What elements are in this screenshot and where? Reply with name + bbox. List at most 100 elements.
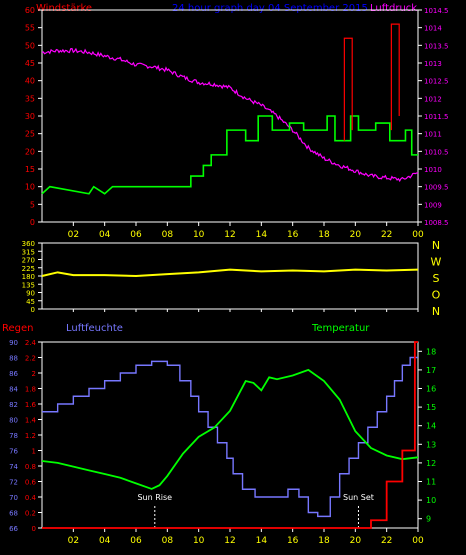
wind-axis-label: 50: [25, 41, 35, 50]
x-tick-label: 12: [224, 536, 235, 546]
pressure-axis-label: 1010.5: [424, 148, 449, 156]
x-tick-label: 04: [99, 536, 111, 546]
temperature-axis-label: 10: [426, 496, 436, 505]
compass-label: N: [432, 239, 440, 252]
humidity-axis-label: 66: [9, 525, 18, 533]
rain-axis-label: 1: [32, 448, 36, 456]
pressure-axis-label: 1013.5: [424, 42, 449, 50]
humidity-line: [42, 356, 418, 518]
humidity-axis-label: 82: [9, 401, 18, 409]
header-right-label: Luftdruck: [370, 3, 417, 14]
wind-axis-label: 5: [30, 200, 35, 209]
wind-axis-label: 40: [25, 77, 35, 86]
rain-axis-label: 1.8: [25, 386, 36, 394]
x-tick-label: 06: [130, 536, 142, 546]
x-tick-label: 14: [256, 230, 268, 240]
direction-axis-label: 45: [26, 298, 35, 306]
temperature-axis-label: 11: [426, 478, 436, 487]
humidity-axis-label: 90: [9, 339, 18, 347]
temperature-label: Temperatur: [311, 323, 370, 334]
humidity-axis-label: 70: [9, 494, 18, 502]
wind-axis-label: 60: [25, 6, 35, 15]
rain-axis-label: 1.4: [25, 417, 37, 425]
chart-title: 24 hour graph day 04 September 2015: [172, 3, 368, 14]
compass-label: W: [431, 256, 442, 269]
wind-axis-label: 15: [25, 165, 35, 174]
rain-axis-label: 1.6: [25, 401, 37, 409]
humidity-axis-label: 84: [9, 386, 18, 394]
pressure-axis-label: 1014.5: [424, 7, 449, 15]
temperature-axis-label: 15: [426, 403, 436, 412]
pressure-axis-label: 1011: [424, 131, 442, 139]
wind-axis-label: 20: [25, 147, 35, 156]
x-tick-label: 22: [381, 230, 392, 240]
compass-label: N: [432, 305, 440, 318]
humidity-axis-label: 86: [9, 370, 18, 378]
temperature-axis-label: 18: [426, 347, 436, 356]
wind-axis-label: 35: [25, 94, 35, 103]
rain-label: Regen: [2, 323, 34, 334]
humidity-axis-label: 76: [9, 448, 18, 456]
pressure-axis-label: 1010: [424, 166, 442, 174]
direction-axis-label: 90: [26, 290, 35, 298]
rain-axis-label: 0.4: [25, 494, 37, 502]
x-tick-label: 08: [162, 536, 174, 546]
humidity-axis-label: 80: [9, 417, 18, 425]
x-tick-label: 04: [99, 230, 111, 240]
wind-line: [41, 115, 418, 195]
temperature-line: [41, 368, 419, 490]
rain-line: [42, 341, 418, 529]
temperature-axis-label: 9: [426, 515, 431, 524]
sunrise-label: Sun Rise: [137, 493, 172, 502]
humidity-axis-label: 78: [9, 432, 18, 440]
x-tick-label: 16: [287, 536, 299, 546]
temperature-axis-label: 14: [426, 422, 436, 431]
rain-axis-label: 0.6: [25, 479, 37, 487]
x-tick-label: 10: [193, 230, 205, 240]
wind-axis-label: 30: [25, 112, 35, 121]
rain-axis-label: 2: [32, 370, 36, 378]
direction-axis-label: 0: [31, 306, 35, 314]
wind-axis-label: 45: [25, 59, 35, 68]
rain-axis-label: 1.2: [25, 432, 36, 440]
x-tick-label: 20: [350, 536, 362, 546]
x-tick-label: 06: [130, 230, 142, 240]
temperature-axis-label: 12: [426, 459, 436, 468]
pressure-axis-label: 1012.5: [424, 78, 449, 86]
temperature-axis-label: 17: [426, 366, 436, 375]
compass-label: S: [433, 272, 440, 285]
x-tick-label: 18: [318, 230, 330, 240]
temperature-axis-label: 13: [426, 440, 436, 449]
humidity-axis-label: 88: [9, 355, 18, 363]
direction-axis-label: 180: [22, 273, 35, 281]
header-left-label: Windstärke: [36, 3, 92, 14]
rain-axis-label: 0: [32, 525, 36, 533]
direction-axis-label: 270: [22, 257, 35, 265]
compass-label: O: [432, 289, 441, 302]
gust-line: [343, 37, 353, 141]
humidity-axis-label: 68: [9, 510, 18, 518]
pressure-axis-label: 1013: [424, 60, 442, 68]
direction-axis-label: 135: [22, 281, 35, 289]
rain-axis-label: 0.8: [25, 463, 36, 471]
x-tick-label: 14: [256, 536, 268, 546]
x-tick-label: 16: [287, 230, 299, 240]
wind-axis-label: 0: [30, 218, 35, 227]
direction-axis-label: 360: [22, 240, 35, 248]
direction-line: [41, 268, 419, 278]
humidity-axis-label: 72: [9, 479, 18, 487]
x-tick-label: 12: [224, 230, 235, 240]
x-tick-label: 20: [350, 230, 362, 240]
x-tick-label: 02: [68, 230, 79, 240]
pressure-axis-label: 1009.5: [424, 184, 449, 192]
x-tick-label: 02: [68, 536, 79, 546]
humidity-axis-label: 74: [9, 463, 18, 471]
x-tick-label: 18: [318, 536, 330, 546]
x-tick-label: 08: [162, 230, 174, 240]
direction-axis-label: 315: [22, 248, 35, 256]
wind-axis-label: 55: [25, 24, 35, 33]
x-tick-label: 10: [193, 536, 205, 546]
pressure-axis-label: 1009: [424, 201, 442, 209]
direction-axis-label: 225: [22, 265, 35, 273]
